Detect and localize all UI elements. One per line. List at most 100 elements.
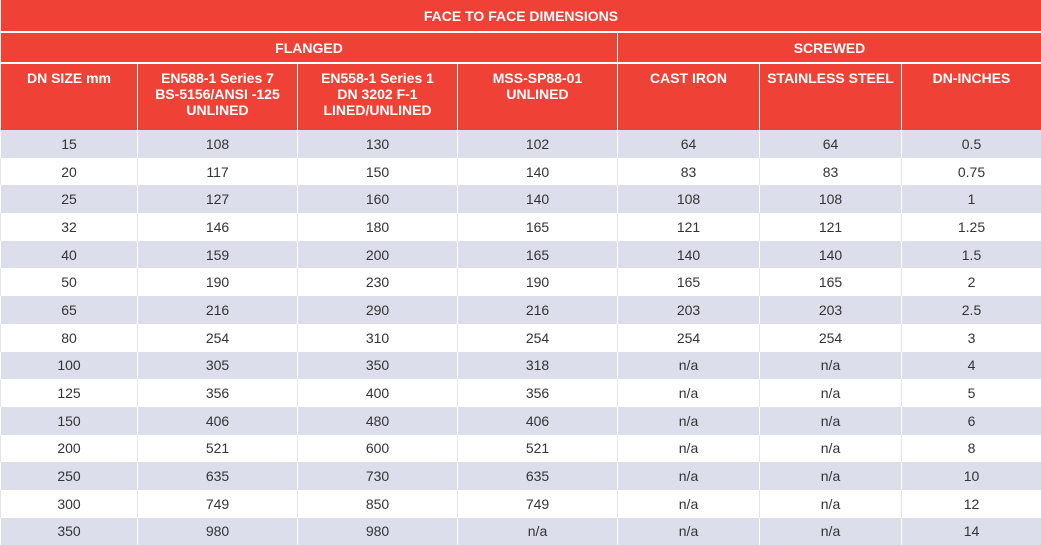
table-cell: 521 [138, 435, 298, 463]
col-header-line: CAST IRON [622, 70, 755, 86]
table-cell: 850 [298, 490, 458, 518]
group-row: FLANGED SCREWED [1, 32, 1041, 63]
table-cell: 102 [458, 130, 618, 158]
table-cell: 521 [458, 435, 618, 463]
title-row: FACE TO FACE DIMENSIONS [1, 0, 1041, 32]
table-cell: n/a [618, 462, 760, 490]
table-cell: 12 [902, 490, 1041, 518]
table-cell: 108 [760, 185, 902, 213]
table-cell: n/a [618, 352, 760, 380]
table-cell: 230 [298, 268, 458, 296]
table-cell: 165 [458, 241, 618, 269]
table-cell: 140 [760, 241, 902, 269]
table-cell: n/a [760, 352, 902, 380]
table-cell: 15 [1, 130, 138, 158]
table-cell: 356 [458, 379, 618, 407]
table-cell: 127 [138, 185, 298, 213]
col-header-line: BS-5156/ANSI -125 [142, 86, 293, 102]
col-header-en588: EN588-1 Series 7 BS-5156/ANSI -125 UNLIN… [138, 63, 298, 130]
table-cell: 635 [458, 462, 618, 490]
table-cell: 83 [618, 158, 760, 186]
table-cell: 200 [1, 435, 138, 463]
table-cell: 350 [298, 352, 458, 380]
table-cell: 600 [298, 435, 458, 463]
table-cell: n/a [760, 462, 902, 490]
col-header-line: DN-INCHES [906, 70, 1037, 86]
col-header-en558: EN558-1 Series 1 DN 3202 F-1 LINED/UNLIN… [298, 63, 458, 130]
table-cell: 8 [902, 435, 1041, 463]
table-cell: 0.5 [902, 130, 1041, 158]
table-cell: 356 [138, 379, 298, 407]
table-cell: 140 [458, 185, 618, 213]
table-cell: 300 [1, 490, 138, 518]
table-cell: 203 [618, 296, 760, 324]
table-cell: 64 [618, 130, 760, 158]
table-cell: 980 [138, 518, 298, 545]
col-header-line: UNLINED [462, 86, 613, 102]
table-cell: 20 [1, 158, 138, 186]
group-screwed: SCREWED [618, 32, 1041, 63]
table-cell: 749 [138, 490, 298, 518]
col-header-line: STAINLESS STEEL [764, 70, 897, 86]
table-cell: 400 [298, 379, 458, 407]
table-cell: n/a [618, 407, 760, 435]
table-cell: n/a [618, 379, 760, 407]
table-cell: 180 [298, 213, 458, 241]
table-cell: 80 [1, 324, 138, 352]
table-cell: 310 [298, 324, 458, 352]
table-cell: 65 [1, 296, 138, 324]
table-cell: 406 [138, 407, 298, 435]
table-cell: 254 [618, 324, 760, 352]
col-header-mss: MSS-SP88-01 UNLINED [458, 63, 618, 130]
table-cell: 25 [1, 185, 138, 213]
table-cell: n/a [760, 435, 902, 463]
table-cell: 190 [458, 268, 618, 296]
col-header-cast-iron: CAST IRON [618, 63, 760, 130]
table-cell: 216 [138, 296, 298, 324]
table-cell: n/a [760, 379, 902, 407]
column-header-row: DN SIZE mm EN588-1 Series 7 BS-5156/ANSI… [1, 63, 1041, 130]
table-cell: 0.75 [902, 158, 1041, 186]
table-cell: 305 [138, 352, 298, 380]
col-header-line: DN 3202 F-1 [302, 86, 453, 102]
table-cell: 200 [298, 241, 458, 269]
table-cell: 108 [138, 130, 298, 158]
table-cell: 318 [458, 352, 618, 380]
table-cell: 190 [138, 268, 298, 296]
table-cell: 50 [1, 268, 138, 296]
table-cell: 121 [618, 213, 760, 241]
table-cell: 1 [902, 185, 1041, 213]
col-header-line: MSS-SP88-01 [462, 70, 613, 86]
table-cell: 254 [760, 324, 902, 352]
col-header-line: UNLINED [142, 102, 293, 118]
table-cell: n/a [618, 490, 760, 518]
table-cell: n/a [760, 518, 902, 545]
table-cell: 32 [1, 213, 138, 241]
table-cell: 121 [760, 213, 902, 241]
table-cell: 125 [1, 379, 138, 407]
table-cell: 254 [138, 324, 298, 352]
table-cell: 64 [760, 130, 902, 158]
table-cell: 2 [902, 268, 1041, 296]
table-cell: 150 [1, 407, 138, 435]
table-cell: 150 [298, 158, 458, 186]
table-cell: 14 [902, 518, 1041, 545]
col-header-dn-size: DN SIZE mm [1, 63, 138, 130]
table-cell: 165 [618, 268, 760, 296]
table-cell: 3 [902, 324, 1041, 352]
group-flanged: FLANGED [1, 32, 618, 63]
table-cell: 83 [760, 158, 902, 186]
table-cell: 730 [298, 462, 458, 490]
table-cell: 40 [1, 241, 138, 269]
table-cell: 117 [138, 158, 298, 186]
